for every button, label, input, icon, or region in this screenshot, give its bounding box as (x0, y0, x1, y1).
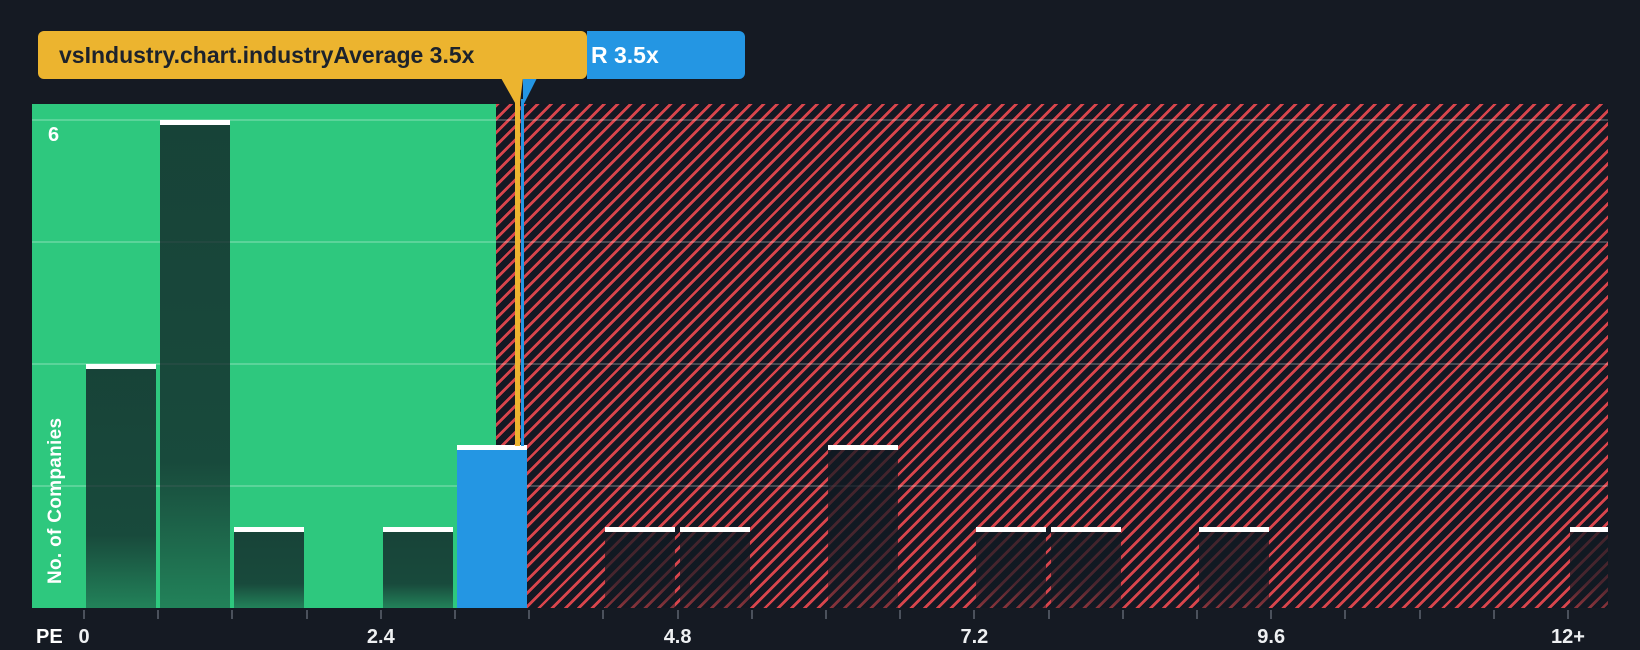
y-axis-title: No. of Companies (45, 417, 66, 585)
industry-average-line (515, 99, 520, 446)
gridline (32, 485, 1608, 488)
x-axis-tick (379, 610, 382, 619)
histogram-bar[interactable] (382, 526, 453, 608)
histogram-bar[interactable] (1050, 526, 1121, 608)
x-axis-tick (1344, 610, 1347, 619)
histogram-bar[interactable] (976, 526, 1047, 608)
y-axis-max-label: 6 (48, 124, 60, 146)
histogram-bar[interactable] (828, 445, 898, 608)
tooltip-pointer-amber (501, 78, 523, 103)
x-axis-tick (157, 610, 160, 619)
x-axis-tick-label: 2.4 (366, 626, 395, 648)
x-axis-tick (231, 610, 234, 619)
x-axis-tick (973, 610, 976, 619)
tooltip-pointer-blue (523, 78, 537, 103)
histogram-bar[interactable] (679, 526, 750, 608)
above-average-zone (496, 104, 1608, 608)
x-axis-tick-label: 0 (78, 626, 90, 648)
x-axis-tick (1047, 610, 1050, 619)
x-axis-tick (1418, 610, 1421, 619)
histogram-bar[interactable] (234, 526, 305, 608)
gridline (32, 363, 1608, 366)
x-axis-tick (454, 610, 456, 619)
x-axis-tick (676, 610, 679, 619)
x-axis-tick-label: 9.6 (1257, 626, 1286, 648)
histogram-bar[interactable] (605, 526, 676, 608)
x-axis-tick-label: 7.2 (960, 626, 989, 648)
company-histogram-bar[interactable] (457, 445, 527, 608)
histogram-bar[interactable] (1199, 526, 1269, 608)
x-axis-tick (1492, 610, 1495, 619)
industry-average-tooltip: vsIndustry.chart.industryAverage 3.5x (38, 31, 587, 79)
x-axis-tick (528, 610, 531, 619)
pe-axis-prefix-label: PE (36, 626, 63, 648)
company-pe-tooltip-label: R 3.5x (591, 42, 659, 68)
x-axis-tick (1196, 610, 1198, 619)
x-axis-tick (899, 610, 902, 619)
x-axis-tick (602, 610, 605, 619)
gridline (32, 119, 1608, 122)
gridline (32, 241, 1608, 244)
histogram-bar[interactable] (160, 120, 231, 608)
x-axis: PE 0 2.4 4.8 7.2 9.6 12+ (0, 608, 1640, 650)
plot-area: 6 No. of Companies (32, 104, 1608, 608)
x-axis-tick-label: 12+ (1551, 626, 1585, 648)
x-axis-tick (83, 610, 85, 619)
x-axis-tick (1270, 610, 1273, 619)
company-marker-line (521, 99, 524, 446)
histogram-bar[interactable] (1570, 526, 1608, 608)
x-axis-tick (750, 610, 753, 619)
x-axis-tick-label: 4.8 (663, 626, 692, 648)
x-axis-tick (1121, 610, 1124, 619)
histogram-bar[interactable] (86, 364, 156, 608)
x-axis-tick (1567, 610, 1569, 619)
x-axis-tick (825, 610, 827, 619)
x-axis-tick (305, 610, 308, 619)
industry-average-tooltip-label: vsIndustry.chart.industryAverage 3.5x (59, 42, 475, 68)
company-pe-tooltip: R 3.5x (587, 31, 745, 79)
